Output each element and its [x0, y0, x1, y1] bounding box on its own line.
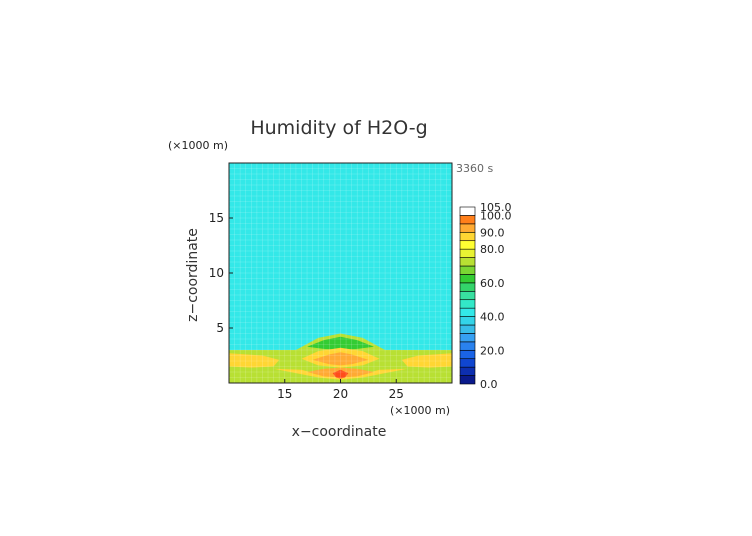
region-inner-dome [307, 336, 374, 350]
time-label: 3360 s [456, 162, 493, 175]
colorbar-segment [459, 324, 476, 334]
region-core-inner [312, 352, 369, 366]
x-tick-label: 20 [333, 387, 348, 401]
region-low-band-right [401, 353, 452, 368]
colorbar-segment [459, 316, 476, 326]
colorbar-segment [459, 349, 476, 360]
colorbar-segment [459, 290, 476, 301]
colorbar-segment [459, 333, 476, 343]
colorbar-label: 20.0 [480, 344, 505, 357]
colorbar-segment [459, 215, 476, 225]
colorbar-label: 90.0 [480, 226, 505, 239]
colorbar-segment [459, 282, 476, 292]
region-bottom-band [273, 368, 408, 380]
x-axis: 15 20 25 [277, 379, 404, 401]
colorbar-segment [459, 366, 476, 376]
x-axis-title: x−coordinate [292, 424, 387, 440]
colorbar-segment [459, 248, 476, 258]
region-low-band-left [229, 353, 280, 368]
plot-grid [228, 162, 453, 384]
colorbar-segment [459, 299, 476, 309]
contour-regions [229, 333, 452, 383]
plot-area [228, 162, 453, 384]
y-axis: 5 10 15 [209, 211, 233, 335]
colorbar-segment [459, 206, 476, 216]
x-tick-label: 25 [389, 387, 404, 401]
colorbar-segment [459, 223, 476, 233]
colorbar-segment [459, 358, 476, 368]
colorbar [459, 206, 476, 385]
colorbar-label: 60.0 [480, 277, 505, 290]
y-tick-label: 15 [209, 211, 224, 225]
colorbar-segment [459, 240, 476, 250]
y-tick-label: 5 [216, 321, 224, 335]
colorbar-segment [459, 375, 476, 385]
colorbar-label: 100.0 [480, 209, 512, 222]
y-tick-label: 10 [209, 266, 224, 280]
y-axis-title: z−coordinate [185, 228, 201, 322]
colorbar-segment [459, 274, 476, 284]
colorbar-label: 80.0 [480, 243, 505, 256]
y-unit-label: (×1000 m) [168, 139, 228, 152]
colorbar-segment [459, 265, 476, 275]
x-unit-label: (×1000 m) [390, 404, 450, 417]
colorbar-segment [459, 341, 476, 351]
region-bottom-peak [332, 369, 349, 379]
x-tick-label: 15 [277, 387, 292, 401]
colorbar-segment [459, 231, 476, 242]
colorbar-label: 105.0 [480, 201, 512, 214]
colorbar-segment [459, 257, 476, 267]
colorbar-label: 40.0 [480, 311, 505, 324]
colorbar-segment [459, 307, 476, 317]
chart-title: Humidity of H2O-g [250, 117, 427, 139]
colorbar-label: 0.0 [480, 378, 498, 391]
